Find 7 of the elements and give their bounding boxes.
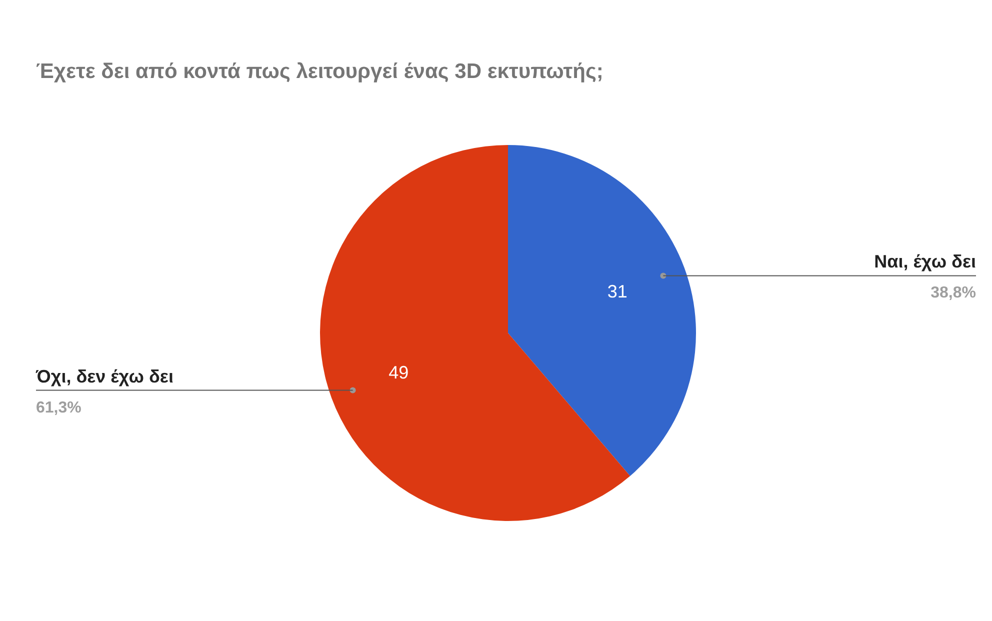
chart-title: Έχετε δει από κοντά πως λειτουργεί ένας 3D εκτυπωτής; — [36, 60, 604, 83]
text: 38,8% — [930, 284, 976, 302]
slice-label: Ναι, έχω δει — [874, 252, 976, 272]
text: 61,3% — [36, 399, 82, 416]
data-label: 31 — [607, 282, 628, 302]
data-label: 49 — [388, 362, 409, 382]
slice-label: Όχι, δεν έχω δει — [35, 366, 174, 386]
